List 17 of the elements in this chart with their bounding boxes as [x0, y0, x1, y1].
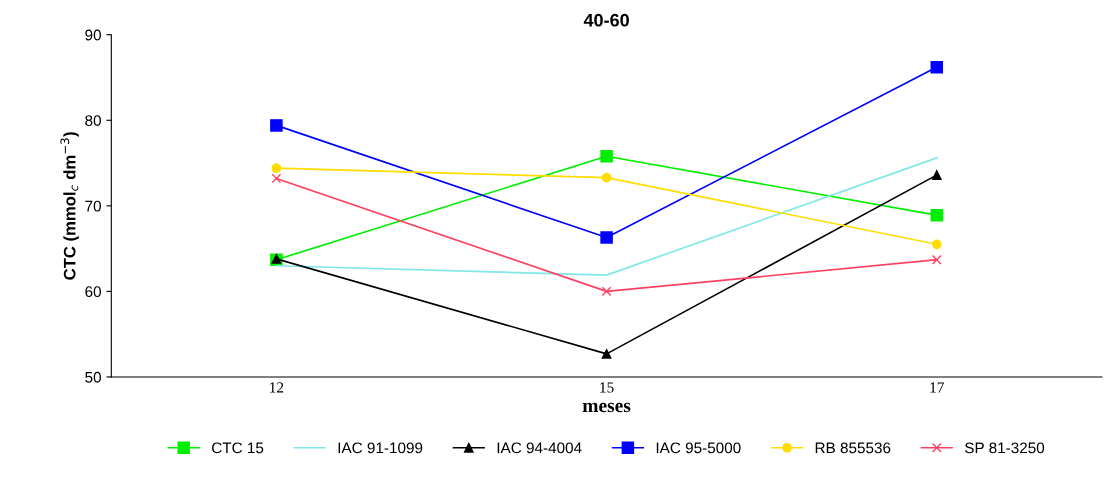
x-tick-label: 17 — [930, 382, 944, 393]
chart-title: 40-60 — [583, 13, 629, 27]
legend-label: IAC 95-5000 — [656, 442, 741, 454]
y-tick-label: 80 — [85, 115, 101, 126]
x-axis-title: meses — [582, 402, 631, 413]
legend-label: IAC 94-4004 — [497, 442, 582, 454]
y-tick-label: 50 — [85, 371, 101, 383]
x-tick-label: 12 — [270, 382, 284, 393]
legend-label: IAC 91-1099 — [338, 442, 423, 454]
y-tick-label: 70 — [85, 200, 101, 212]
legend-label: CTC 15 — [212, 442, 264, 454]
y-tick-label: 90 — [85, 29, 101, 41]
y-tick-label: 60 — [85, 286, 101, 298]
y-axis-title: CTC (mmol$_{c}$ dm$^{−3}$) — [60, 132, 79, 280]
legend-label: SP 81-3250 — [964, 442, 1045, 454]
x-tick-label: 15 — [600, 382, 614, 393]
legend-label: RB 855536 — [815, 442, 891, 454]
